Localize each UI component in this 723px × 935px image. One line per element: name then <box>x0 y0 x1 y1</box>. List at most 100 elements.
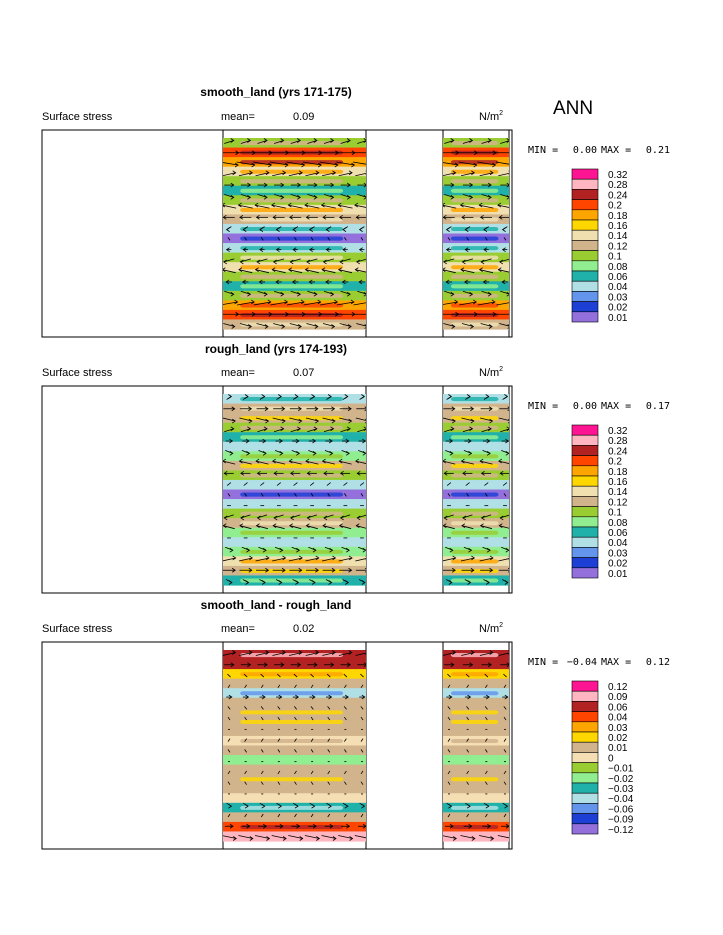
stress-vector <box>270 301 288 306</box>
stress-vector-head <box>316 836 321 841</box>
field-band-core <box>240 578 344 583</box>
stress-vector-head <box>498 215 503 220</box>
stress-vector-head <box>278 580 283 585</box>
legend-swatch <box>571 301 599 313</box>
field-band-core <box>240 568 344 574</box>
stress-vector-head <box>298 418 303 424</box>
legend-swatch <box>571 741 599 753</box>
stress-vector-head <box>331 567 336 573</box>
stress-vector <box>443 835 457 839</box>
stress-vector-head <box>329 823 334 829</box>
stress-vector <box>286 301 305 306</box>
panel-1: smooth_land (yrs 171-175) Surface stress… <box>41 85 670 338</box>
stress-vector-head <box>313 138 318 143</box>
stress-vector-head <box>232 650 237 655</box>
stress-vector <box>257 290 268 295</box>
stress-vector-head <box>369 151 372 155</box>
stress-vector <box>340 514 351 519</box>
stress-vector-head <box>239 215 244 220</box>
stress-vector-head <box>290 471 294 476</box>
stress-vector-head <box>234 299 239 305</box>
stress-vector <box>326 482 331 486</box>
legend-swatch <box>571 680 599 692</box>
stress-vector-head <box>339 259 344 265</box>
panel-1-title: smooth_land (yrs 171-175) <box>200 85 351 99</box>
stress-vector <box>277 706 281 710</box>
stress-vector-head <box>268 162 272 168</box>
stress-vector-head <box>338 458 343 464</box>
stress-vector <box>260 684 264 689</box>
stress-vector-head <box>306 259 311 265</box>
stress-vector-head <box>255 523 260 529</box>
stress-vector <box>277 813 281 818</box>
panel-3-max-value: 0.12 <box>646 657 670 668</box>
stress-vector-head <box>348 170 353 176</box>
legend-label: −0.06 <box>608 804 634 815</box>
stress-vector-head <box>271 458 276 464</box>
stress-vector-head <box>466 394 471 399</box>
field-band-core <box>450 463 499 468</box>
stress-vector <box>286 161 305 166</box>
stress-vector <box>447 706 451 710</box>
field-band-core <box>450 217 499 222</box>
stress-vector-head <box>504 580 509 585</box>
stress-vector-head <box>263 662 268 668</box>
stress-vector-head <box>464 227 469 232</box>
stress-vector-head <box>459 202 464 208</box>
legend-swatch <box>571 567 599 579</box>
panel-1-min-value: 0.00 <box>573 145 597 156</box>
stress-vector <box>227 749 231 753</box>
stress-vector <box>227 738 231 742</box>
stress-vector <box>498 269 509 273</box>
stress-vector-head <box>345 547 350 553</box>
stress-vector <box>223 162 239 166</box>
panel-3-min-value: −0.04 <box>567 657 597 668</box>
stress-vector <box>339 460 352 465</box>
field-band-core <box>450 406 499 411</box>
stress-vector-head <box>330 662 335 668</box>
stress-vector-head <box>345 438 350 444</box>
stress-vector-head <box>265 650 270 655</box>
stress-vector <box>244 493 247 497</box>
stress-vector-head <box>313 291 318 297</box>
stress-vector <box>344 781 347 785</box>
field-band-core <box>450 540 499 545</box>
stress-vector-head <box>348 418 353 424</box>
stress-vector <box>338 835 353 839</box>
stress-vector <box>480 417 493 422</box>
stress-vector <box>244 684 247 689</box>
stress-vector-head <box>354 267 359 273</box>
stress-vector-head <box>498 523 503 529</box>
stress-vector-head <box>506 426 509 432</box>
legend-label: −0.12 <box>608 825 634 836</box>
legend-swatch <box>571 782 599 794</box>
stress-vector-head <box>261 694 266 700</box>
stress-vector <box>447 749 451 753</box>
stress-vector-head <box>231 406 236 412</box>
stress-vector <box>304 835 320 839</box>
stress-vector-head <box>232 555 237 561</box>
field-band-core <box>240 758 344 763</box>
stress-vector-head <box>443 471 448 476</box>
field-band-core <box>240 786 344 791</box>
stress-vector <box>227 813 231 818</box>
stress-vector-head <box>467 438 472 444</box>
stress-vector <box>260 493 264 497</box>
stress-vector-head <box>311 803 316 809</box>
legend-label: 0.12 <box>608 497 628 508</box>
stress-vector-head <box>330 194 335 200</box>
stress-vector <box>322 557 336 562</box>
stress-vector-head <box>346 823 351 829</box>
legend-label: 0.02 <box>608 303 628 314</box>
stress-vector-head <box>230 426 235 432</box>
panel-1-units: N/m2 <box>479 110 503 123</box>
field-band-core <box>450 662 499 667</box>
stress-vector <box>240 290 251 295</box>
stress-vector-head <box>443 215 447 220</box>
field-band-core <box>450 578 499 583</box>
stress-vector-head <box>506 194 509 200</box>
stress-vector <box>293 673 298 678</box>
stress-vector <box>354 835 366 839</box>
field-band-core <box>240 198 344 203</box>
stress-vector <box>343 482 348 486</box>
